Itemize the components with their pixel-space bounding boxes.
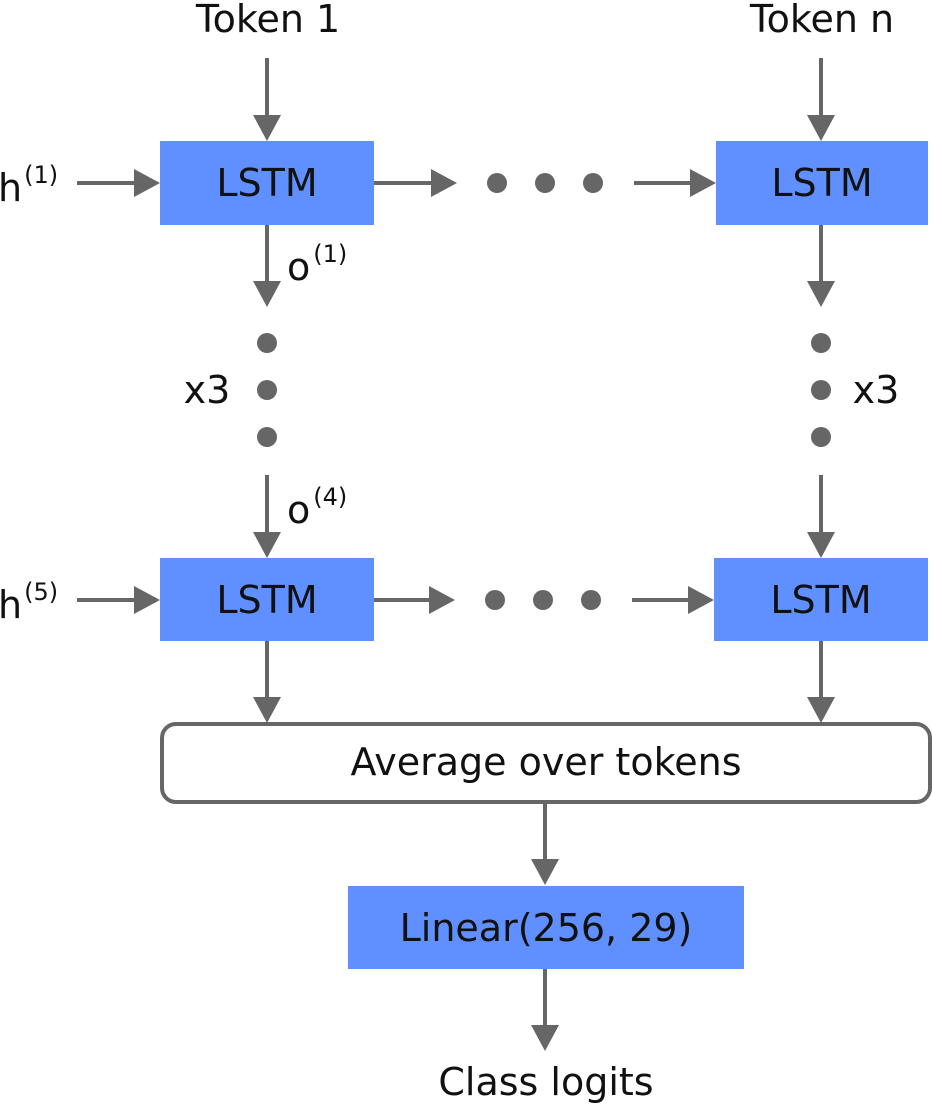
hidden-state-last-base: h — [0, 583, 22, 627]
output-first-label: o (1) — [287, 240, 347, 289]
arrowhead — [134, 586, 160, 614]
output-first-base: o — [287, 245, 310, 289]
edges — [77, 58, 835, 1051]
arrowhead — [807, 697, 835, 723]
repeat-left-label: x3 — [184, 368, 231, 412]
token-last-label: Token n — [749, 0, 894, 41]
class-logits-label: Class logits — [438, 1060, 653, 1104]
ellipsis-dot — [811, 380, 831, 400]
arrowhead — [253, 697, 281, 723]
ellipsis-dot — [257, 333, 277, 353]
hidden-state-last-label: h(5) — [0, 578, 58, 627]
hidden-state-first-label: h(1) — [0, 161, 58, 210]
arrowhead — [807, 281, 835, 307]
linear-box — [348, 886, 744, 969]
ellipsis-dot — [811, 427, 831, 447]
ellipsis-dot — [257, 427, 277, 447]
output-last-base: o — [287, 488, 310, 532]
ellipsis-dot — [583, 173, 603, 193]
lstm-top-left-label: LSTM — [216, 161, 317, 205]
arrowhead — [429, 586, 455, 614]
lstm-bottom-left-label: LSTM — [216, 578, 317, 622]
lstm-top-right-box — [716, 141, 928, 225]
lstm-top-left-box — [160, 141, 374, 225]
ellipsis-dot — [257, 380, 277, 400]
arrowhead — [134, 169, 160, 197]
ellipsis-dot — [485, 590, 505, 610]
average-label: Average over tokens — [350, 740, 741, 784]
arrowhead — [431, 169, 457, 197]
arrowhead — [531, 1025, 559, 1051]
nodes: LSTM LSTM LSTM LSTM Average over tokens … — [160, 141, 932, 969]
ellipsis-dot — [581, 590, 601, 610]
hidden-state-first-base: h — [0, 166, 22, 210]
ellipsis-dot — [487, 173, 507, 193]
output-last-sup: (4) — [313, 483, 347, 511]
ellipsis-dot — [535, 173, 555, 193]
ellipsis-dots — [257, 173, 831, 610]
lstm-bottom-right-label: LSTM — [770, 578, 871, 622]
arrowhead — [531, 859, 559, 885]
arrowhead — [688, 586, 714, 614]
average-box — [160, 722, 932, 804]
labels: Token 1 Token n h(1) h(5) o (1) o (4) x3 x… — [0, 0, 899, 1104]
ellipsis-dot — [533, 590, 553, 610]
lstm-bottom-left-box — [160, 558, 374, 641]
linear-label: Linear(256, 29) — [400, 906, 693, 950]
arrowhead — [253, 281, 281, 307]
arrowhead — [690, 169, 716, 197]
repeat-right-label: x3 — [853, 368, 900, 412]
output-first-sup: (1) — [313, 240, 347, 268]
token-first-label: Token 1 — [195, 0, 340, 41]
hidden-state-last-sup: (5) — [24, 578, 58, 606]
ellipsis-dot — [811, 333, 831, 353]
lstm-top-right-label: LSTM — [771, 161, 872, 205]
arrowhead — [253, 532, 281, 558]
arrowhead — [253, 115, 281, 141]
arrowhead — [807, 532, 835, 558]
output-last-label: o (4) — [287, 483, 347, 532]
lstm-bottom-right-box — [714, 558, 928, 641]
hidden-state-first-sup: (1) — [24, 161, 58, 189]
arrowhead — [807, 115, 835, 141]
